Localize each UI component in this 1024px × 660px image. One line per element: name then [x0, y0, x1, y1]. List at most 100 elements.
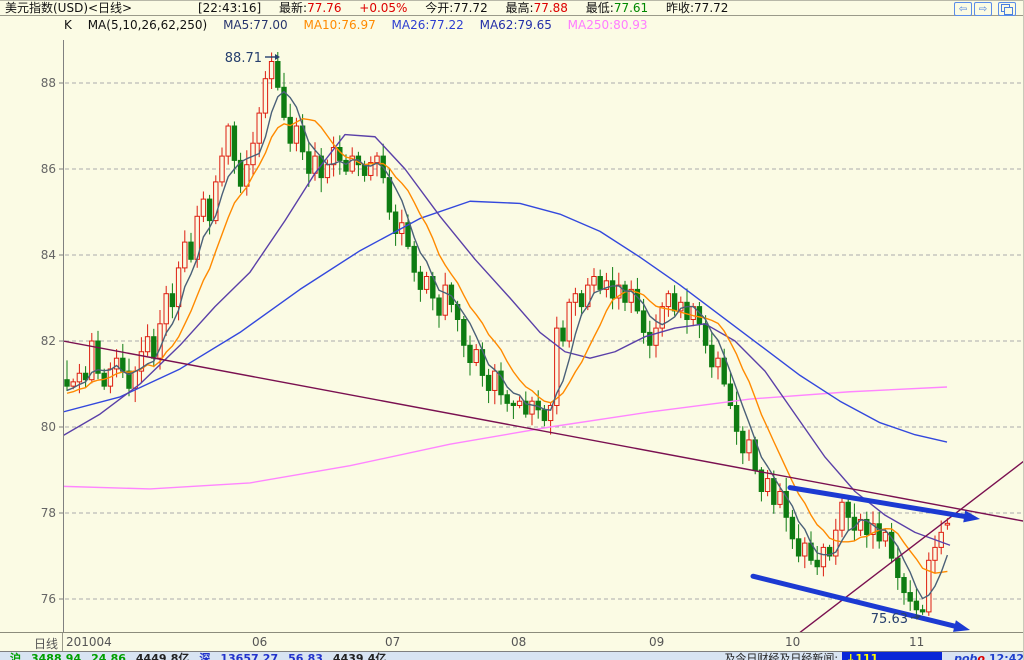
- ma-line-ma62: [64, 200, 948, 443]
- candle-body: [392, 211, 399, 234]
- market-stat: 56.83: [288, 652, 323, 660]
- svg-text:88.71: 88.71: [225, 51, 262, 66]
- candle-body: [702, 323, 709, 346]
- candle-body: [237, 159, 244, 187]
- candle-body: [727, 383, 734, 406]
- candle-body: [523, 400, 529, 415]
- candle-body: [609, 280, 616, 299]
- candle-body: [144, 336, 151, 353]
- cascade-windows-icon[interactable]: [998, 2, 1016, 16]
- status-bar: 沪 3488.94 24.86 4449.8亿 深 13657.27 56.83 4439.4…: [0, 651, 1024, 660]
- candle-body: [907, 592, 913, 602]
- ma-item-0: MA5:77.00: [223, 18, 288, 32]
- candle-body: [820, 546, 827, 568]
- svg-text:75.63: 75.63: [871, 612, 908, 627]
- candle-body: [845, 501, 851, 518]
- market-stat: 4439.4亿: [332, 652, 387, 660]
- x-axis-label: 09: [649, 635, 665, 649]
- candle-body: [715, 357, 721, 368]
- candle-body: [281, 86, 287, 118]
- candle-body: [374, 155, 380, 164]
- candle-body: [95, 340, 101, 374]
- candle-body: [467, 344, 473, 363]
- candle-body: [529, 400, 535, 415]
- candle-body: [492, 370, 498, 391]
- pobo-logo-blue: pob: [954, 652, 978, 660]
- upper-wedge-arrow[interactable]: [787, 485, 980, 523]
- candle-body: [882, 531, 889, 542]
- quote-field-prev-close: 昨收:77.72: [666, 1, 729, 15]
- market-index-summary: 沪 3488.94 24.86 4449.8亿 深 13657.27 56.83 4439.4…: [0, 652, 386, 660]
- candle-body: [169, 293, 176, 308]
- candle-body: [932, 546, 938, 561]
- ma-item-2: MA26:77.22: [391, 18, 464, 32]
- candle-body: [721, 357, 727, 385]
- candle-body: [306, 151, 312, 174]
- x-axis-label: 11: [909, 635, 925, 649]
- status-clock: 12:42: [988, 652, 1024, 660]
- candle-body: [733, 405, 740, 432]
- candle-body: [566, 301, 572, 342]
- candle-body: [206, 198, 213, 222]
- ma-item-4: MA250:80.93: [567, 18, 648, 32]
- axis-divider: [62, 633, 63, 651]
- window-nav-icons: ⇦ ⇨: [952, 2, 1016, 16]
- y-axis-label: 78: [41, 506, 56, 520]
- candle-body: [591, 276, 597, 286]
- period-label: 日线: [34, 637, 59, 651]
- candle-body: [70, 381, 76, 387]
- candle-body: [151, 336, 157, 359]
- y-axis-label: 88: [41, 76, 56, 90]
- ma-item-3: MA62:79.65: [479, 18, 552, 32]
- candle-body: [541, 409, 548, 422]
- descending-trendline[interactable]: [63, 340, 1024, 522]
- candle-body: [82, 372, 89, 381]
- candle-body: [560, 327, 566, 342]
- candle-body: [182, 241, 188, 269]
- candle-body: [919, 609, 926, 613]
- news-ticker-label: 及今日财经及日经新闻:: [724, 652, 839, 660]
- y-axis-label: 84: [41, 248, 56, 262]
- y-axis-label: 82: [41, 334, 56, 348]
- candle-body: [175, 267, 182, 308]
- candle-body: [777, 491, 783, 505]
- candle-body: [510, 402, 517, 407]
- candle-body: [709, 344, 715, 368]
- candle-body: [126, 370, 132, 389]
- candle-body: [795, 538, 802, 557]
- ascending-trendline[interactable]: [783, 460, 1024, 645]
- candle-body: [231, 125, 238, 161]
- candle-body: [411, 245, 417, 273]
- candle-body: [684, 301, 690, 320]
- candle-body: [628, 288, 634, 303]
- candle-body: [138, 351, 145, 372]
- candle-body: [405, 222, 411, 247]
- forward-arrow-icon[interactable]: ⇨: [974, 2, 992, 16]
- candle-body: [833, 529, 839, 557]
- candle-body: [678, 301, 684, 312]
- title-bar: 美元指数(USD)<日线> [22:43:16] 最新:77.76 +0.05%…: [0, 0, 1023, 16]
- market-stat: 沪: [10, 652, 21, 660]
- candle-body: [783, 491, 789, 518]
- quote-field-4-value: 77.61: [613, 1, 649, 15]
- back-arrow-icon[interactable]: ⇦: [954, 2, 972, 16]
- market-stat: 13657.27: [220, 652, 279, 660]
- candle-body: [640, 310, 647, 333]
- x-axis-label: 10: [785, 635, 801, 649]
- candle-body: [423, 276, 430, 290]
- quote-field-3-value: 77.88: [533, 1, 568, 15]
- ma-line-ma10: [66, 117, 948, 574]
- x-axis-label: 06: [252, 635, 268, 649]
- lower-wedge-arrow[interactable]: [750, 573, 970, 632]
- y-axis-label: 86: [41, 162, 56, 176]
- news-count-badge[interactable]: ↓111: [842, 652, 943, 660]
- quote-field-high: 最高:77.88: [505, 1, 568, 15]
- candle-body: [547, 405, 554, 422]
- candle-body: [938, 531, 944, 548]
- candle-body: [219, 155, 225, 183]
- candle-body: [740, 430, 746, 454]
- candle-body: [343, 159, 349, 172]
- candle-body: [417, 271, 424, 290]
- quote-field-2-value: 77.72: [453, 1, 488, 15]
